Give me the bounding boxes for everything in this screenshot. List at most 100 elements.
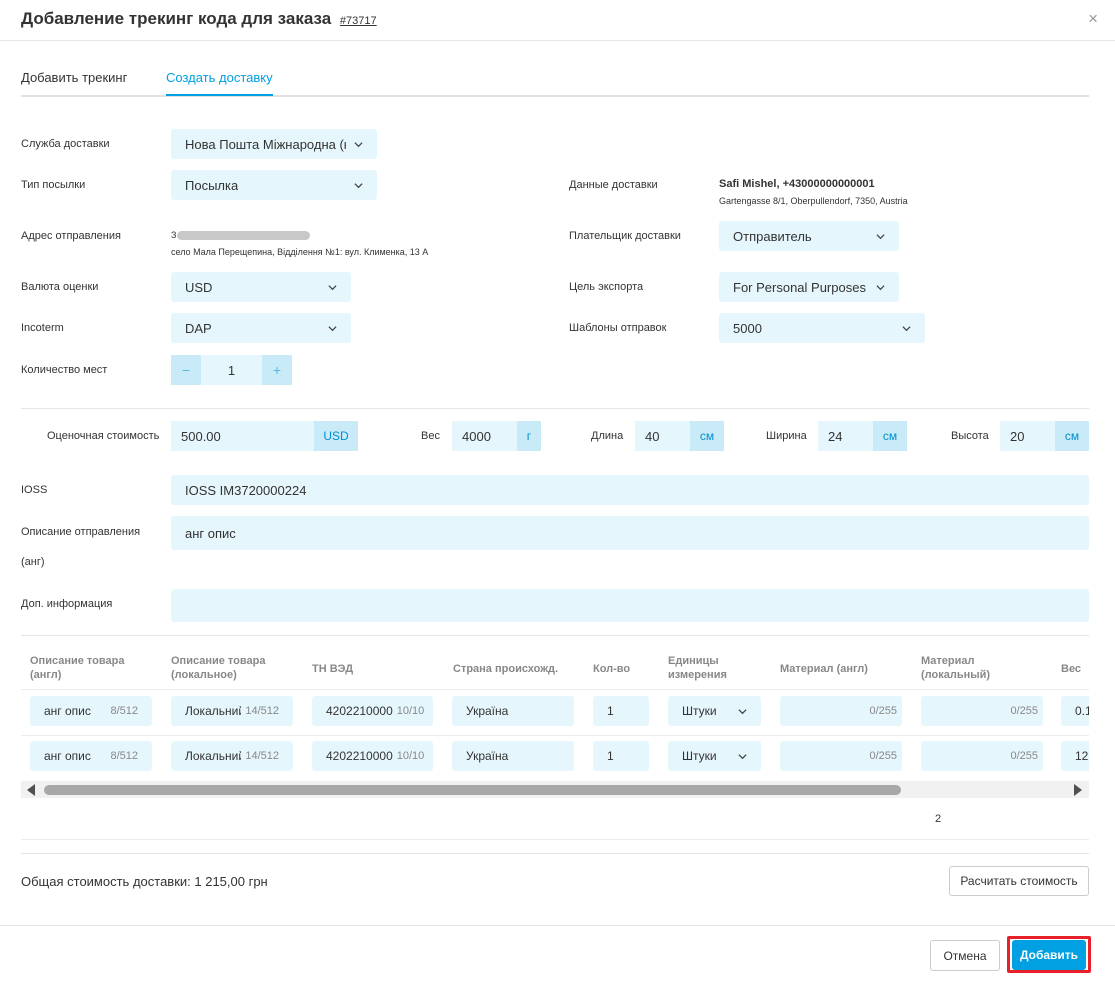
height-input[interactable]: 20 [1000, 421, 1055, 451]
length-unit: см [690, 421, 724, 451]
units-select[interactable]: Штуки [668, 696, 761, 726]
char-counter: 8/512 [110, 750, 138, 762]
weight-label: Вес [421, 430, 440, 442]
templates-select[interactable]: 5000 [719, 313, 925, 343]
hs-code-value: 4202210000 [326, 704, 393, 718]
length-text: 40 [645, 428, 660, 444]
modal-header: Добавление трекинг кода для заказа #7371… [0, 0, 1115, 41]
col-desc-local: Описание товара (локальное) [171, 654, 265, 682]
description-input[interactable]: анг опис [171, 516, 1089, 550]
payer-select[interactable]: Отправитель [719, 221, 899, 251]
chevron-down-icon [738, 708, 747, 714]
divider [21, 635, 1089, 636]
units-select[interactable]: Штуки [668, 741, 761, 771]
col-material-local: Материал (локальный) [921, 654, 990, 682]
char-counter: 14/512 [245, 750, 279, 762]
value-input[interactable]: 500.00 [171, 421, 314, 451]
scroll-right-icon[interactable] [1074, 784, 1082, 796]
desc-local-input[interactable]: Локальний опис14/512 [171, 741, 293, 771]
material-local-input[interactable]: 0/255 [921, 741, 1043, 771]
width-label: Ширина [766, 430, 807, 442]
tab-add-tracking[interactable]: Добавить трекинг [21, 70, 128, 85]
material-en-input[interactable]: 0/255 [780, 741, 902, 771]
sender-address-first-char: З [171, 230, 177, 240]
desc-local-value: Локальний опис [185, 704, 242, 718]
qty-input[interactable]: 1 [593, 696, 649, 726]
char-counter: 10/10 [396, 750, 425, 762]
weight-cell-value: 12 [1075, 749, 1089, 763]
desc-local-value: Локальний опис [185, 749, 242, 763]
calculate-button[interactable]: Расчитать стоимость [949, 866, 1089, 896]
items-table-viewport: Описание товара (англ) Описание товара (ло… [21, 645, 1089, 781]
payer-value: Отправитель [733, 228, 812, 244]
table-footer-value: 2 [935, 813, 942, 825]
height-label: Высота [951, 430, 989, 442]
footer-divider [0, 925, 1115, 926]
char-counter: 0/255 [1010, 705, 1038, 717]
scroll-left-icon[interactable] [27, 784, 35, 796]
weight-cell-input[interactable]: 12 [1061, 741, 1089, 771]
row-divider [21, 689, 1089, 690]
add-button[interactable]: Добавить [1012, 940, 1086, 970]
cancel-button[interactable]: Отмена [930, 940, 1000, 971]
country-input[interactable]: Україна [452, 741, 574, 771]
ioss-label: IOSS [21, 484, 48, 496]
chevron-down-icon [354, 141, 363, 147]
col-weight: Вес [1061, 663, 1082, 675]
country-input[interactable]: Україна [452, 696, 574, 726]
material-local-input[interactable]: 0/255 [921, 696, 1043, 726]
export-goal-select[interactable]: For Personal Purposes [719, 272, 899, 302]
col-desc-en-line2: (англ) [30, 669, 62, 681]
width-text: 24 [828, 428, 843, 444]
delivery-recipient: Safi Mishel, +43000000000001 [719, 178, 875, 190]
col-desc-en: Описание товара (англ) [30, 654, 124, 682]
incoterm-select[interactable]: DAP [171, 313, 351, 343]
payer-label: Плательщик доставки [569, 230, 681, 242]
places-input[interactable]: 1 [201, 355, 262, 385]
service-select[interactable]: Нова Пошта Міжнародна (кат [171, 129, 377, 159]
horizontal-scrollbar[interactable] [21, 781, 1089, 798]
currency-select[interactable]: USD [171, 272, 351, 302]
additional-info-input[interactable] [171, 589, 1089, 622]
country-value: Україна [466, 704, 509, 718]
qty-input[interactable]: 1 [593, 741, 649, 771]
desc-en-input[interactable]: анг опис 8/512 [30, 741, 152, 771]
templates-label: Шаблоны отправок [569, 322, 667, 334]
templates-value: 5000 [733, 320, 762, 336]
desc-en-value: анг опис [44, 749, 91, 763]
plus-button[interactable]: + [262, 355, 292, 385]
divider [21, 408, 1089, 409]
scrollbar-thumb[interactable] [44, 785, 901, 795]
weight-cell-input[interactable]: 0.1 [1061, 696, 1089, 726]
minus-button[interactable]: − [171, 355, 201, 385]
chevron-down-icon [328, 284, 337, 290]
ioss-input[interactable]: IOSS IM3720000224 [171, 475, 1089, 505]
qty-value: 1 [607, 749, 614, 763]
char-counter: 8/512 [110, 705, 138, 717]
sender-address-line2: село Мала Перещепина, Відділення №1: вул… [171, 247, 429, 257]
description-value: анг опис [185, 525, 236, 541]
col-units-line2: измерения [668, 669, 727, 681]
desc-en-input[interactable]: анг опис 8/512 [30, 696, 152, 726]
length-input[interactable]: 40 [635, 421, 690, 451]
hs-code-input[interactable]: 4202210000 10/10 [312, 741, 433, 771]
tab-create-delivery[interactable]: Создать доставку [166, 70, 273, 96]
places-value: 1 [227, 362, 236, 378]
incoterm-label: Incoterm [21, 322, 64, 334]
weight-input[interactable]: 4000 [452, 421, 517, 451]
hs-code-value: 4202210000 [326, 749, 393, 763]
row-divider [21, 735, 1089, 736]
col-material-en: Материал (англ) [780, 663, 868, 675]
order-number-link[interactable]: #73717 [339, 15, 377, 27]
divider [21, 839, 1089, 840]
desc-local-input[interactable]: Локальний опис14/512 [171, 696, 293, 726]
service-label: Служба доставки [21, 138, 110, 150]
weight-unit: г [517, 421, 541, 451]
highlight-box [1007, 936, 1091, 973]
material-en-input[interactable]: 0/255 [780, 696, 902, 726]
parcel-type-select[interactable]: Посылка [171, 170, 377, 200]
width-input[interactable]: 24 [818, 421, 873, 451]
height-text: 20 [1010, 428, 1025, 444]
hs-code-input[interactable]: 4202210000 10/10 [312, 696, 433, 726]
close-icon[interactable]: × [1088, 9, 1098, 28]
